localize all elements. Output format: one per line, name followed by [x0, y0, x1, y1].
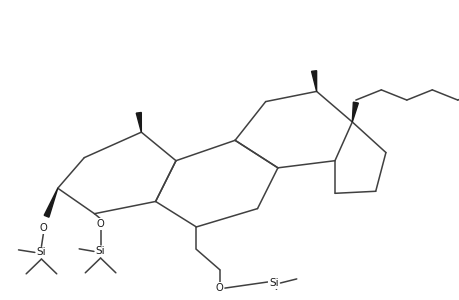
Text: O: O — [215, 283, 223, 293]
Polygon shape — [311, 71, 316, 92]
Text: O: O — [39, 223, 47, 233]
Text: O: O — [96, 219, 104, 229]
Polygon shape — [44, 188, 58, 217]
Polygon shape — [352, 102, 358, 122]
Text: Si: Si — [37, 248, 46, 257]
Text: Si: Si — [269, 278, 278, 288]
Text: Si: Si — [95, 246, 105, 256]
Polygon shape — [136, 112, 141, 132]
